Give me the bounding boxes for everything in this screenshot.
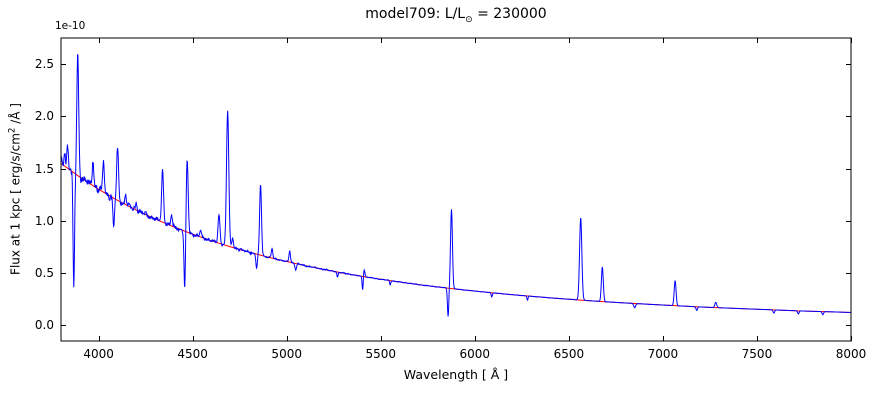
- spectrum-line: [61, 54, 851, 317]
- y-tick-label-2.0: 2.0: [34, 109, 54, 124]
- x-tick-label-4000: 4000: [83, 347, 114, 361]
- x-axis-label: Wavelength [ Å ]: [403, 367, 509, 382]
- y-tick-label-0.5: 0.5: [34, 266, 54, 281]
- y-tick-label-1.5: 1.5: [34, 161, 54, 176]
- y-tick-label-2.5: 2.5: [34, 57, 54, 72]
- x-tick-label-8000: 8000: [835, 347, 867, 361]
- chart-title-text: model709: L/L: [365, 6, 466, 22]
- chart-title: model709: L/L⊙ = 230000: [365, 6, 546, 25]
- solar-symbol: ⊙: [465, 14, 473, 25]
- x-tick-label-6000: 6000: [459, 347, 491, 361]
- y-tick-label-1.0: 1.0: [34, 213, 54, 228]
- x-tick-label-7000: 7000: [647, 347, 679, 361]
- axes-frame: [60, 37, 852, 342]
- y-axis-label-text: Flux at 1 kpc [ erg/s/cm: [8, 133, 23, 275]
- continuum-line: [61, 162, 851, 313]
- x-tick-label-6500: 6500: [553, 347, 585, 361]
- y-tick-label-0.0: 0.0: [34, 318, 54, 333]
- x-tick-label-5500: 5500: [365, 347, 397, 361]
- y-axis-label-sup: 2: [7, 127, 18, 134]
- y-axis-offset-text: 1e-10: [55, 20, 86, 32]
- y-axis-label-unit: /Å ]: [8, 103, 23, 128]
- y-axis-label: Flux at 1 kpc [ erg/s/cm2 /Å ]: [8, 103, 23, 275]
- x-tick-label-5000: 5000: [271, 347, 302, 361]
- x-tick-label-7500: 7500: [741, 347, 773, 361]
- chart-title-value: = 230000: [472, 6, 547, 22]
- x-tick-label-4500: 4500: [177, 347, 208, 361]
